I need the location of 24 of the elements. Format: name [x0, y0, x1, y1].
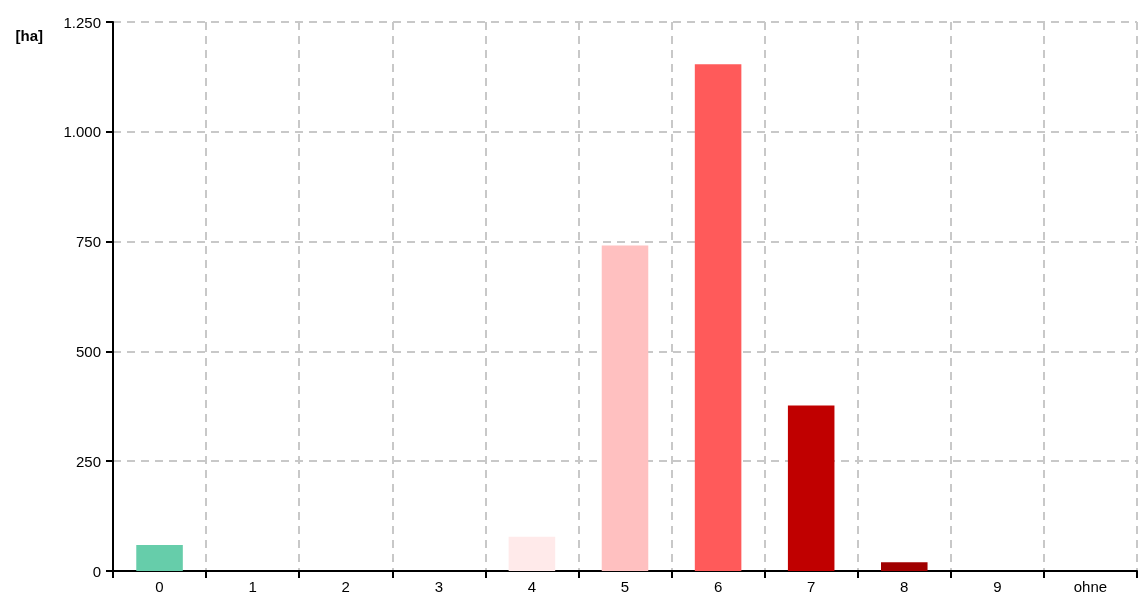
bar [136, 545, 183, 571]
y-tick-label: 750 [75, 233, 101, 251]
bar [601, 245, 649, 571]
y-tick-label: 500 [75, 342, 101, 360]
y-tick-label: 250 [75, 452, 101, 470]
x-tick-label: 1 [248, 578, 257, 595]
x-tick-label: 8 [900, 578, 909, 595]
x-tick-label: 9 [993, 578, 1002, 595]
y-tick-label: 1.250 [63, 13, 101, 31]
x-tick-label: 7 [807, 578, 816, 595]
x-tick-label: 2 [341, 578, 350, 595]
y-axis-title: [ha] [15, 27, 43, 44]
bar [881, 562, 928, 571]
x-tick-label: 3 [434, 578, 443, 595]
y-tick-label: 1.000 [63, 123, 101, 141]
bar [694, 64, 742, 571]
x-tick-label: 0 [155, 578, 164, 595]
x-tick-label: 4 [527, 578, 537, 595]
bar [787, 405, 835, 571]
x-tick-label: 6 [713, 578, 723, 595]
bar [508, 536, 556, 571]
x-tick-label: ohne [1073, 578, 1108, 595]
y-tick-label: 0 [92, 562, 101, 580]
x-tick-label: 5 [620, 578, 630, 595]
